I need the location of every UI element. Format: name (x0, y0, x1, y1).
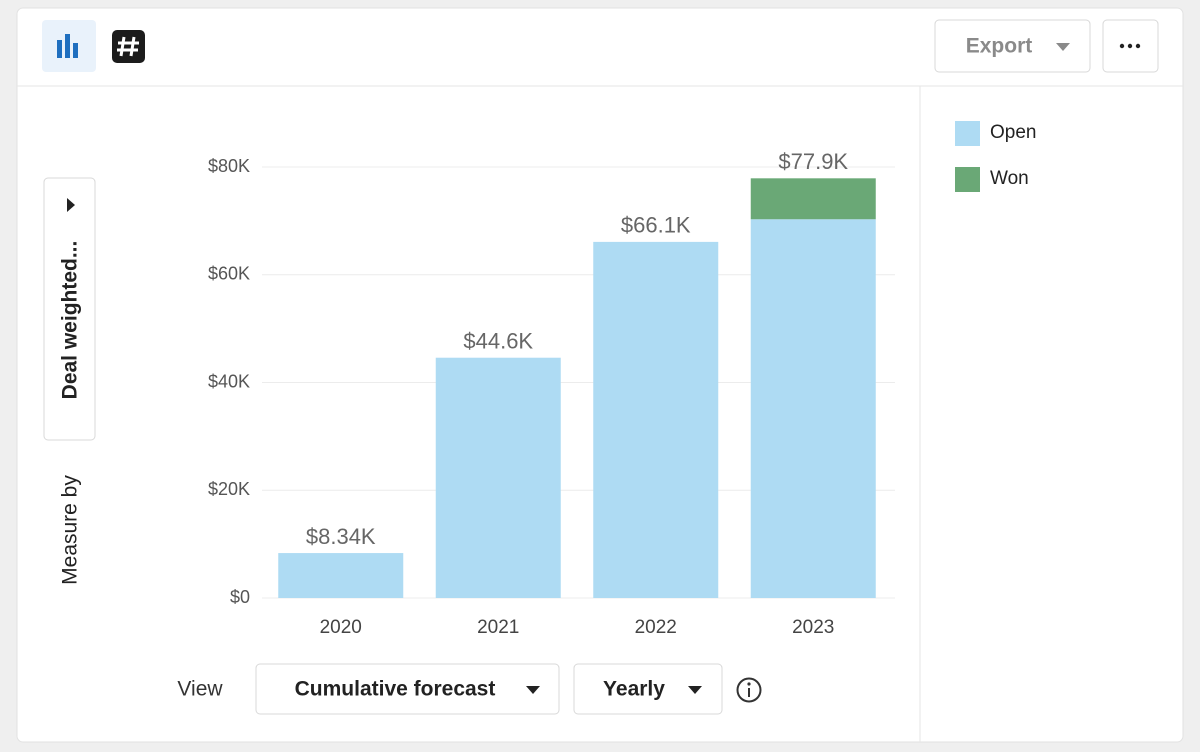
export-button[interactable]: Export (934, 19, 1091, 73)
bar-segment (593, 241, 719, 599)
legend-label: Open (990, 122, 1036, 143)
total-label: $66.1K (621, 213, 691, 238)
measure-dropdown[interactable]: Deal weighted... (43, 177, 96, 441)
x-tick-label: 2021 (477, 617, 519, 638)
bar-segment (750, 178, 876, 220)
y-tick-label: $80K (208, 156, 250, 176)
period-value: Yearly (603, 678, 665, 701)
mode-value: Cumulative forecast (295, 678, 496, 701)
chart-view-button[interactable] (42, 20, 96, 72)
view-label: View (177, 678, 223, 701)
measure-value: Deal weighted... (59, 241, 82, 400)
total-label: $44.6K (463, 329, 533, 354)
info-icon[interactable] (736, 677, 762, 703)
period-dropdown[interactable]: Yearly (573, 663, 723, 715)
legend-label: Won (990, 168, 1029, 189)
measure-label: Measure by (59, 475, 82, 585)
more-button[interactable] (1102, 19, 1159, 73)
bar-segment (750, 219, 876, 599)
legend-swatch (955, 121, 980, 146)
x-tick-label: 2023 (792, 617, 834, 638)
total-label: $8.34K (306, 524, 376, 549)
y-tick-label: $60K (208, 264, 250, 284)
bar-segment (278, 553, 404, 598)
x-tick-label: 2020 (320, 617, 362, 638)
number-view-button[interactable] (112, 30, 145, 63)
export-label: Export (966, 35, 1033, 58)
y-tick-label: $0 (230, 587, 250, 607)
bar-segment (435, 357, 561, 598)
x-tick-label: 2022 (635, 617, 677, 638)
total-label: $77.9K (778, 149, 848, 174)
legend-swatch (955, 167, 980, 192)
y-tick-label: $20K (208, 479, 250, 499)
mode-dropdown[interactable]: Cumulative forecast (255, 663, 560, 715)
y-tick-label: $40K (208, 371, 250, 391)
